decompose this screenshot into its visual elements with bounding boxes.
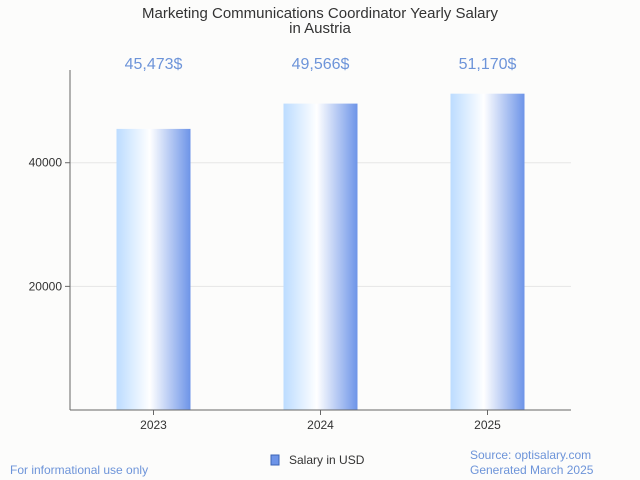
y-tick-label-40000: 40000 [29, 156, 63, 170]
value-label-2023: 45,473$ [125, 56, 183, 73]
x-tick-label-2023: 2023 [140, 418, 167, 432]
legend-label: Salary in USD [289, 453, 365, 467]
value-label-2024: 49,566$ [292, 56, 350, 73]
bar-2025 [450, 93, 525, 410]
chart-title-line2: in Austria [289, 20, 351, 37]
x-tick-label-2024: 2024 [307, 418, 334, 432]
y-tick-label-20000: 20000 [29, 279, 63, 293]
value-labels: 45,473$ 49,566$ 51,170$ [125, 56, 517, 73]
bar-2024 [283, 103, 358, 410]
legend-swatch [270, 454, 280, 466]
footer-generated: Generated March 2025 [470, 463, 594, 477]
chart-title-line1: Marketing Communications Coordinator Yea… [142, 5, 499, 22]
bars [116, 93, 525, 411]
x-tick-label-2025: 2025 [474, 418, 501, 432]
value-label-2025: 51,170$ [459, 56, 517, 73]
x-tick-labels: 2023 2024 2025 [140, 410, 501, 432]
footer-source: Source: optisalary.com [470, 448, 591, 462]
legend: Salary in USD [270, 453, 365, 467]
footer-disclaimer: For informational use only [10, 463, 148, 477]
y-tick-labels: 20000 40000 [29, 156, 70, 293]
bar-2023 [116, 128, 191, 411]
